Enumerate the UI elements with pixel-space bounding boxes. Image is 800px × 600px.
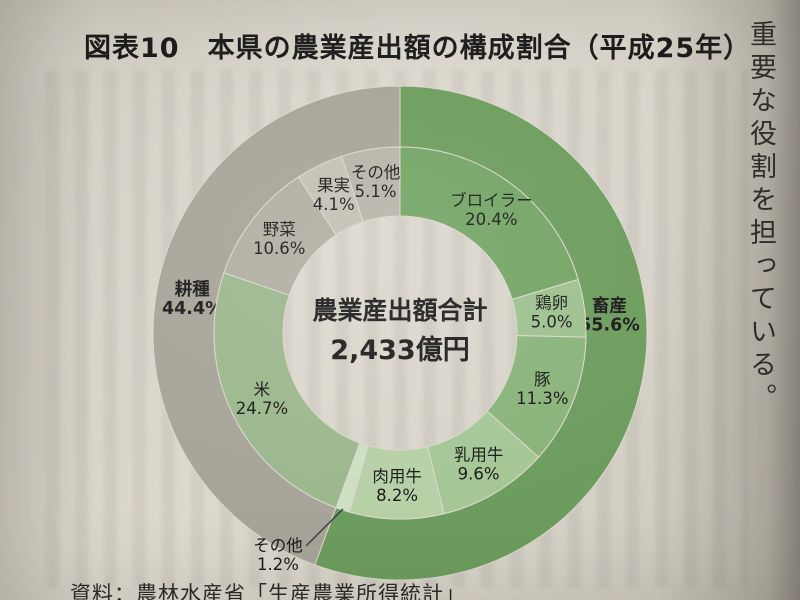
segment-label: 野菜 10.6% <box>253 220 305 258</box>
segment-label: ブロイラー 20.4% <box>450 190 533 229</box>
center-total-value: 2,433億円 <box>330 335 469 366</box>
segment-label: 果実 4.1% <box>313 176 355 214</box>
center-total-title: 農業産出額合計 <box>312 296 487 325</box>
source-note: 資料：農林水産省「生産農業所得統計」 <box>70 582 466 600</box>
segment-label: 鶏卵 5.0% <box>531 293 573 331</box>
segment-label: 肉用牛 8.2% <box>372 467 422 505</box>
segment-label-outside: その他 1.2% <box>253 536 303 574</box>
inner-ring-segment-7 <box>213 272 361 509</box>
segment-label: その他 5.1% <box>351 163 401 201</box>
segment-label: 乳用牛 9.6% <box>454 445 504 483</box>
leader-line <box>305 508 344 547</box>
group-label: 耕種 44.4% <box>162 279 223 319</box>
chart-title: 図表10 本県の農業産出額の構成割合（平成25年） <box>84 33 752 64</box>
group-label: 畜産 55.6% <box>579 295 640 335</box>
segment-label: 米 24.7% <box>236 380 288 418</box>
segment-label: 豚 11.3% <box>516 370 568 408</box>
adjacent-column-vertical-text: 重要な役割を担っている。 <box>745 20 776 416</box>
inner-ring-segment-10 <box>340 146 401 223</box>
